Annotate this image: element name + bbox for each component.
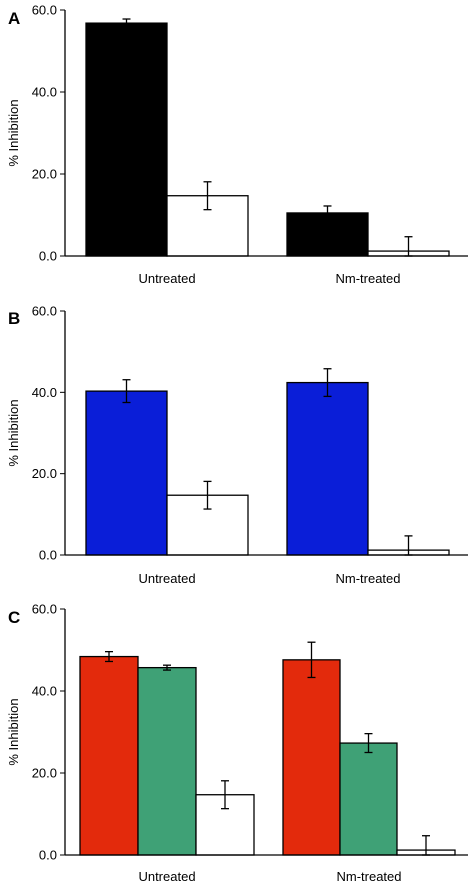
panel-label: C [8, 608, 20, 627]
category-label: Untreated [138, 271, 195, 286]
bar [286, 381, 369, 556]
y-tick-label: 40.0 [32, 385, 57, 400]
bar [85, 22, 168, 257]
chart-panel-a: A % Inhibition 0.0 20.0 40.0 60.0 Untreated Nm-… [6, 3, 468, 286]
panel-label: B [8, 309, 20, 328]
y-axis-label: % Inhibition [6, 698, 21, 765]
y-tick-label: 20.0 [32, 466, 57, 481]
y-tick-label: 20.0 [32, 167, 57, 182]
category-label: Untreated [138, 571, 195, 586]
y-axis-label: % Inhibition [6, 399, 21, 466]
y-tick-label: 0.0 [39, 848, 57, 863]
category-label: Nm-treated [336, 869, 401, 884]
y-tick-label: 60.0 [32, 602, 57, 617]
bar [79, 655, 139, 856]
bar [85, 390, 168, 556]
y-axis-label: % Inhibition [6, 99, 21, 166]
bar [282, 659, 341, 856]
y-tick-label: 20.0 [32, 766, 57, 781]
chart-panel-c: C % Inhibition 0.0 20.0 40.0 60.0 Untreated Nm-… [6, 602, 468, 884]
panel-label: A [8, 9, 20, 28]
category-label: Untreated [138, 869, 195, 884]
bar [137, 666, 197, 856]
y-tick-label: 60.0 [32, 304, 57, 319]
bar [339, 742, 398, 856]
y-tick-label: 40.0 [32, 85, 57, 100]
category-label: Nm-treated [335, 271, 400, 286]
y-tick-label: 0.0 [39, 548, 57, 563]
y-tick-label: 60.0 [32, 3, 57, 18]
chart-panel-b: B % Inhibition 0.0 20.0 40.0 60.0 Untreated Nm-… [6, 304, 468, 586]
y-tick-label: 40.0 [32, 684, 57, 699]
category-label: Nm-treated [335, 571, 400, 586]
y-tick-label: 0.0 [39, 249, 57, 264]
